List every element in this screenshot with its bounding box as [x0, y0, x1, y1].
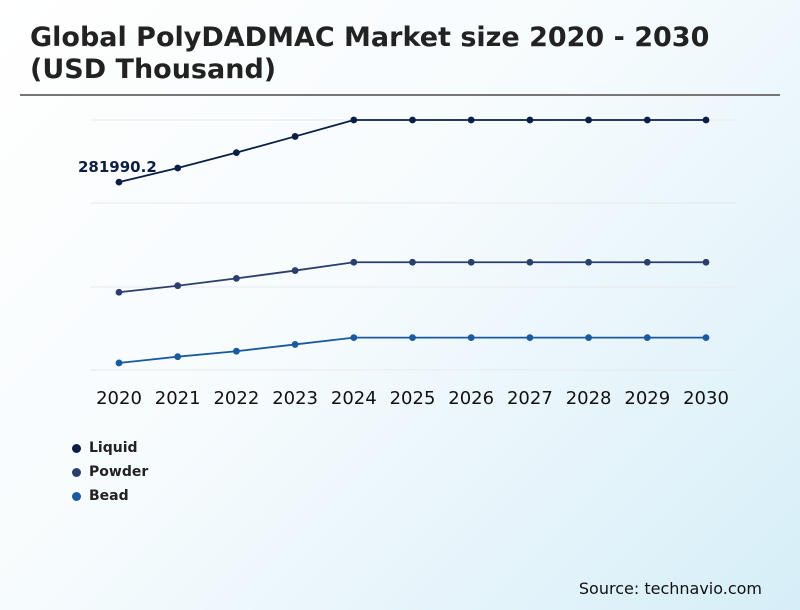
data-point-bead-2024 — [350, 334, 358, 342]
data-point-liquid-2022 — [233, 149, 240, 157]
series-line-liquid — [118, 119, 706, 184]
legend-item-liquid: Liquid — [72, 436, 148, 460]
data-point-liquid-2028 — [585, 116, 592, 124]
data-point-powder-2027 — [526, 258, 534, 266]
legend-item-powder: Powder — [72, 460, 148, 484]
x-tick-label-2027: 2027 — [507, 388, 553, 409]
x-tick-label-2028: 2028 — [566, 388, 612, 409]
data-point-liquid-2025 — [409, 116, 416, 124]
x-tick-label-2021: 2021 — [155, 388, 201, 409]
title-divider — [20, 94, 780, 96]
data-point-liquid-2024 — [350, 116, 358, 124]
series-line-powder — [118, 261, 706, 294]
x-tick-label-2026: 2026 — [448, 388, 494, 409]
data-point-powder-2021 — [174, 282, 182, 290]
data-point-liquid-2023 — [291, 133, 299, 140]
x-tick-label-2029: 2029 — [624, 388, 670, 409]
legend-item-bead: Bead — [72, 484, 148, 508]
data-point-bead-2025 — [409, 334, 416, 342]
data-point-liquid-2020 — [115, 178, 123, 186]
data-label-0: 281990.2 — [78, 158, 157, 176]
data-point-bead-2022 — [233, 347, 240, 355]
data-point-liquid-2030 — [702, 116, 710, 124]
line-chart: 2020 2021 2022 2023 2024 2025 2026 2027 2028 2029… — [78, 116, 736, 409]
data-point-bead-2020 — [115, 359, 123, 367]
data-point-liquid-2021 — [174, 164, 182, 172]
legend-label: Liquid — [89, 440, 138, 456]
x-tick-label-2024: 2024 — [331, 388, 377, 409]
data-point-powder-2025 — [409, 258, 416, 266]
data-point-powder-2028 — [585, 258, 592, 266]
x-tick-label-2020: 2020 — [96, 388, 142, 409]
data-point-powder-2029 — [643, 258, 651, 266]
legend-marker — [72, 467, 81, 477]
legend-label: Powder — [89, 464, 149, 480]
data-point-bead-2026 — [467, 334, 475, 342]
data-point-powder-2022 — [233, 275, 240, 282]
x-tick-label-2023: 2023 — [272, 388, 318, 409]
chart-title: Global PolyDADMAC Market size 2020 - 203… — [30, 22, 710, 85]
data-point-powder-2023 — [291, 267, 299, 274]
data-point-powder-2030 — [702, 258, 710, 266]
legend-marker — [72, 491, 81, 501]
series-line-bead — [118, 336, 706, 364]
x-tick-label-2025: 2025 — [390, 388, 436, 409]
data-point-bead-2023 — [291, 341, 299, 348]
data-point-bead-2030 — [702, 334, 710, 342]
data-point-liquid-2026 — [467, 116, 475, 124]
data-point-bead-2021 — [174, 353, 182, 361]
data-point-powder-2026 — [467, 258, 475, 266]
data-point-powder-2024 — [350, 258, 358, 266]
data-point-bead-2027 — [526, 334, 534, 342]
source-label: Source: technavio.com — [578, 579, 762, 598]
legend-label: Bead — [89, 488, 129, 504]
data-point-bead-2029 — [643, 334, 651, 342]
data-point-liquid-2027 — [526, 116, 534, 124]
x-tick-label-2030: 2030 — [683, 388, 729, 409]
data-point-powder-2020 — [115, 288, 123, 296]
chart-legend: Liquid Powder Bead — [72, 436, 148, 508]
x-tick-label-2022: 2022 — [213, 388, 259, 409]
legend-marker — [72, 443, 81, 453]
data-point-liquid-2029 — [643, 116, 651, 124]
data-point-bead-2028 — [585, 334, 592, 342]
